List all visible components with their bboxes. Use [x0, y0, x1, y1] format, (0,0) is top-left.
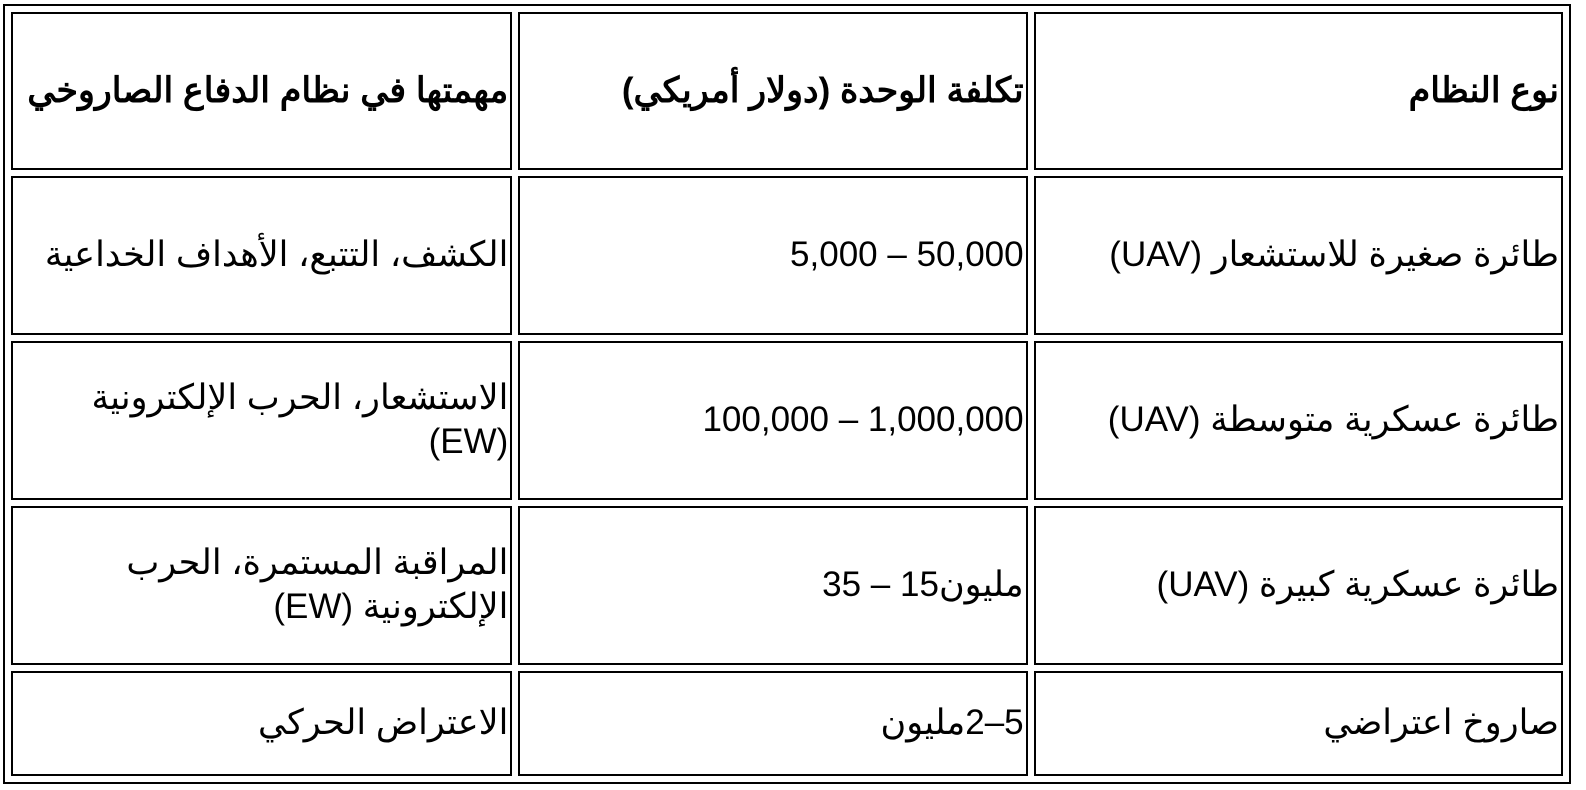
cell-system-type: طائرة صغيرة للاستشعار (UAV) — [1033, 175, 1563, 335]
table-row: طائرة عسكرية متوسطة (UAV) 1,000,000 – 10… — [11, 340, 1563, 500]
cell-system-type: طائرة عسكرية متوسطة (UAV) — [1033, 340, 1563, 500]
uav-cost-table: نوع النظام تكلفة الوحدة (دولار أمريكي) م… — [3, 4, 1571, 784]
cell-mission: المراقبة المستمرة، الحرب الإلكترونية (EW… — [11, 505, 513, 665]
cell-mission: الكشف، التتبع، الأهداف الخداعية — [11, 175, 513, 335]
header-system-type: نوع النظام — [1033, 12, 1563, 170]
cell-system-type: طائرة عسكرية كبيرة (UAV) — [1033, 505, 1563, 665]
cell-mission: الاستشعار، الحرب الإلكترونية (EW) — [11, 340, 513, 500]
table-row: طائرة صغيرة للاستشعار (UAV) 50,000 – 5,0… — [11, 175, 1563, 335]
table-row: طائرة عسكرية كبيرة (UAV) مليون15 – 35 ال… — [11, 505, 1563, 665]
cell-unit-cost: مليون15 – 35 — [518, 505, 1028, 665]
header-mission: مهمتها في نظام الدفاع الصاروخي — [11, 12, 513, 170]
cell-system-type: صاروخ اعتراضي — [1033, 670, 1563, 776]
cell-unit-cost: 50,000 – 5,000 — [518, 175, 1028, 335]
table-row: صاروخ اعتراضي 5–2مليون الاعتراض الحركي — [11, 670, 1563, 776]
cell-unit-cost: 1,000,000 – 100,000 — [518, 340, 1028, 500]
header-unit-cost: تكلفة الوحدة (دولار أمريكي) — [518, 12, 1028, 170]
cell-mission: الاعتراض الحركي — [11, 670, 513, 776]
cell-unit-cost: 5–2مليون — [518, 670, 1028, 776]
table-header-row: نوع النظام تكلفة الوحدة (دولار أمريكي) م… — [11, 12, 1563, 170]
